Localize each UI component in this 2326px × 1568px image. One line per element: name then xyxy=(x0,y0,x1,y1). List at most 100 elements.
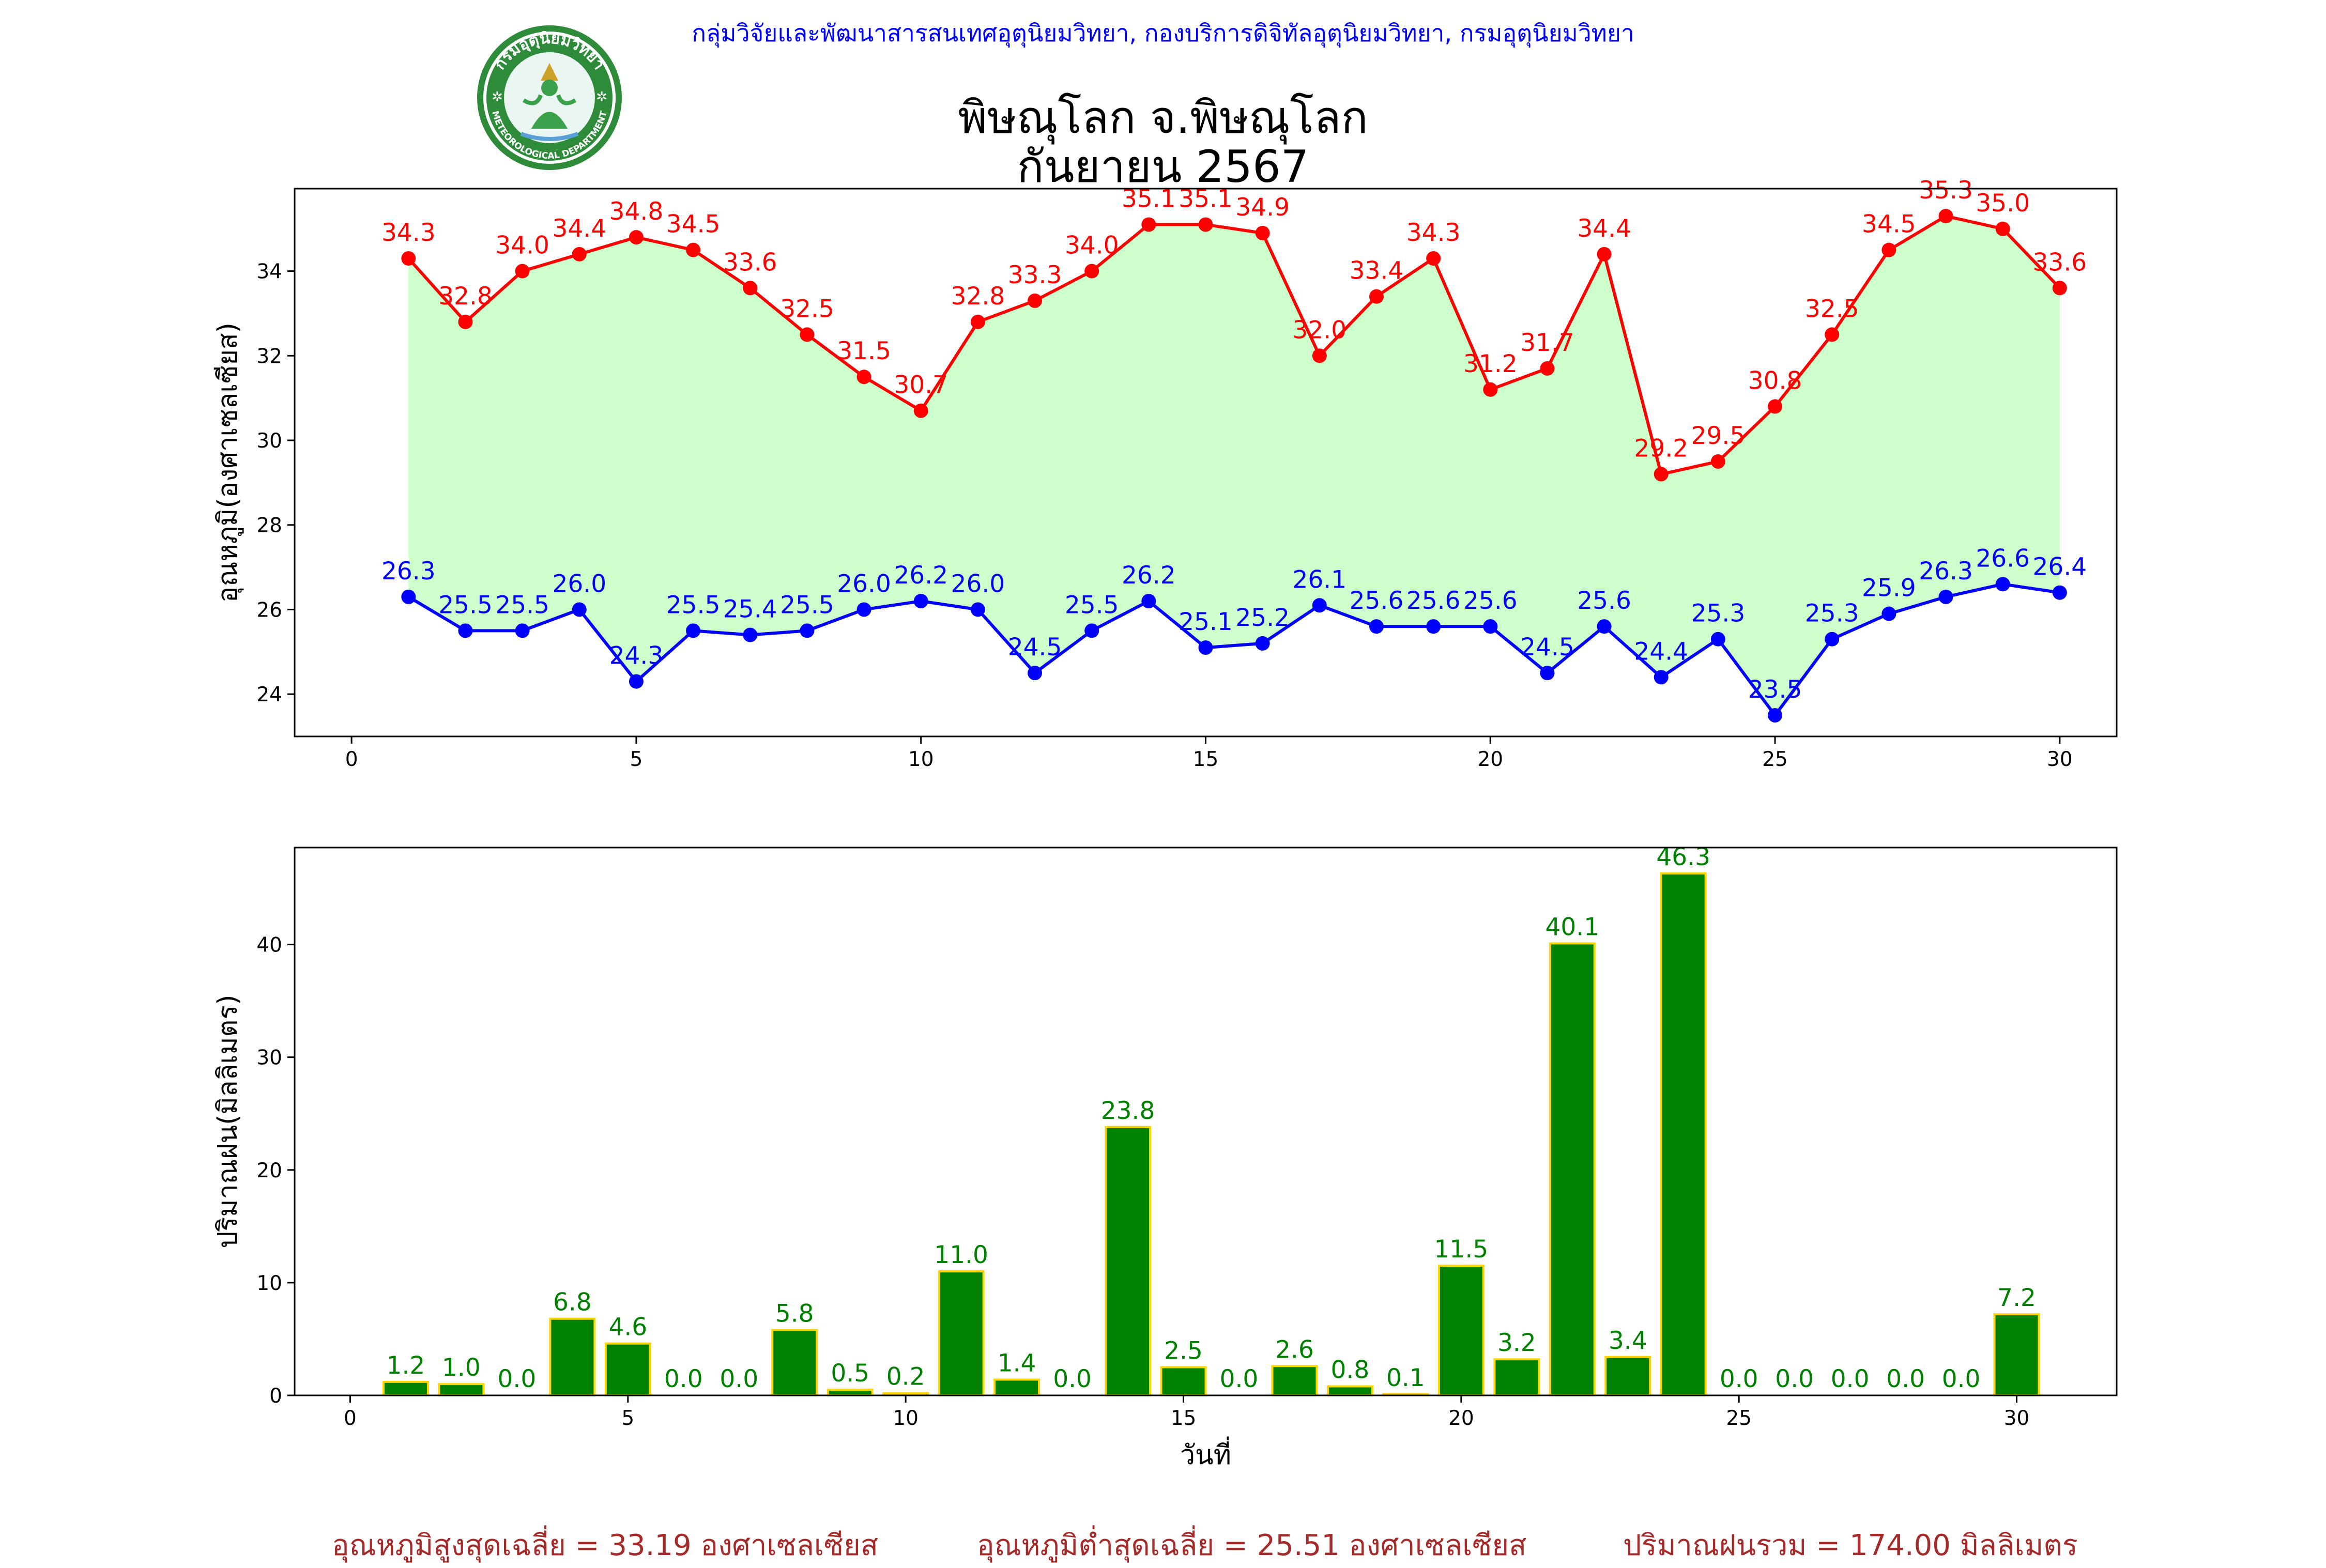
max-temperature-label: 35.1 xyxy=(1122,185,1176,213)
min-temperature-label: 25.6 xyxy=(1577,587,1631,615)
max-temperature-label: 31.5 xyxy=(837,337,891,365)
rainfall-y-axis-label: ปริมาณฝน(มิลลิเมตร) xyxy=(212,994,243,1248)
max-temperature-point xyxy=(1198,217,1213,232)
max-temperature-label: 32.8 xyxy=(438,282,493,311)
min-temperature-label: 26.3 xyxy=(1919,557,1973,586)
temperature-y-tick-label: 32 xyxy=(256,345,282,368)
rainfall-bar-label: 0.5 xyxy=(831,1359,869,1388)
max-temperature-label: 34.5 xyxy=(1862,210,1916,239)
min-temperature-point xyxy=(1825,632,1840,647)
min-temperature-point xyxy=(800,623,815,638)
min-temperature-point xyxy=(1198,640,1213,655)
temperature-x-tick-label: 5 xyxy=(630,748,643,771)
max-temperature-label: 31.7 xyxy=(1520,329,1574,357)
min-temperature-label: 26.1 xyxy=(1292,565,1346,594)
rainfall-bar xyxy=(549,1317,596,1397)
temperature-range-band xyxy=(408,216,2060,716)
max-temperature-point xyxy=(1768,399,1783,414)
temperature-x-tick-label: 0 xyxy=(345,748,358,771)
rainfall-bar-label: 0.0 xyxy=(1220,1365,1259,1393)
max-temperature-point xyxy=(629,230,644,245)
svg-text:✲: ✲ xyxy=(492,89,503,105)
min-temperature-label: 26.0 xyxy=(837,570,891,598)
rainfall-bar xyxy=(993,1378,1040,1397)
max-temperature-point xyxy=(2052,281,2067,296)
rainfall-bar-label: 0.0 xyxy=(498,1365,537,1393)
min-temperature-label: 25.6 xyxy=(1406,587,1461,615)
temperature-y-tick-label: 24 xyxy=(256,683,282,706)
rainfall-bar-label: 1.0 xyxy=(442,1354,481,1382)
min-temperature-label: 26.2 xyxy=(894,561,948,590)
max-temperature-point xyxy=(856,370,871,385)
max-temperature-point xyxy=(1084,264,1099,279)
min-temperature-label: 26.3 xyxy=(381,557,436,586)
min-temperature-point xyxy=(458,623,473,638)
rainfall-bar xyxy=(827,1389,874,1397)
min-temperature-label: 26.0 xyxy=(951,570,1005,598)
min-temperature-label: 26.4 xyxy=(2033,553,2087,581)
rainfall-bar-label: 0.0 xyxy=(1831,1365,1870,1393)
rainfall-bar xyxy=(1326,1385,1373,1397)
max-temperature-label: 32.5 xyxy=(780,295,834,323)
max-temperature-label: 35.0 xyxy=(1976,189,2030,218)
max-temperature-label: 34.8 xyxy=(609,197,664,226)
max-temperature-point xyxy=(401,251,416,266)
min-temperature-point xyxy=(1654,670,1669,685)
min-temperature-point xyxy=(1028,666,1043,681)
rainfall-bar-label: 0.0 xyxy=(664,1365,703,1393)
rainfall-bar xyxy=(938,1270,985,1396)
max-temperature-label: 32.5 xyxy=(1805,295,1859,323)
max-temperature-label: 30.7 xyxy=(894,371,948,399)
max-temperature-point xyxy=(1141,217,1156,232)
temperature-x-tick-label: 15 xyxy=(1193,748,1219,771)
min-temperature-point xyxy=(629,674,644,689)
min-temperature-label: 25.9 xyxy=(1862,574,1916,603)
temperature-chart: 34.332.834.034.434.8 34.533.632.531.530.7… xyxy=(212,176,2118,771)
min-temperature-point xyxy=(1938,589,1953,604)
rainfall-bar xyxy=(1549,942,1596,1397)
min-temperature-label: 25.3 xyxy=(1805,599,1859,628)
rainfall-bar-label: 0.8 xyxy=(1331,1356,1370,1385)
temperature-x-tick-label: 30 xyxy=(2047,748,2073,771)
min-temperature-label: 24.5 xyxy=(1008,633,1062,662)
max-temperature-label: 34.3 xyxy=(1406,219,1461,247)
rainfall-bar-label: 0.0 xyxy=(1775,1365,1814,1393)
max-temperature-label: 34.4 xyxy=(1577,214,1631,243)
rainfall-bar xyxy=(382,1380,429,1396)
max-temperature-label: 35.3 xyxy=(1919,176,1973,205)
max-temperature-point xyxy=(743,281,758,296)
min-temperature-label: 24.4 xyxy=(1634,637,1688,666)
max-temperature-point xyxy=(1881,242,1896,257)
max-temperature-point xyxy=(913,403,928,418)
min-temperature-point xyxy=(2052,585,2067,600)
min-temperature-label: 24.5 xyxy=(1520,633,1574,662)
rainfall-bar-label: 0.2 xyxy=(886,1363,925,1391)
min-temperature-label: 25.5 xyxy=(780,591,834,619)
rainfall-y-tick-label: 30 xyxy=(256,1047,282,1070)
max-temperature-point xyxy=(1938,209,1953,224)
rainfall-bar-label: 7.2 xyxy=(1997,1284,2036,1312)
min-temperature-point xyxy=(913,594,928,609)
rainfall-bar-label: 0.0 xyxy=(720,1365,758,1393)
rainfall-bar-label: 3.4 xyxy=(1609,1327,1647,1355)
rainfall-y-tick-label: 20 xyxy=(256,1159,282,1182)
rainfall-bar-label: 3.2 xyxy=(1497,1329,1536,1357)
temperature-x-tick-label: 25 xyxy=(1762,748,1788,771)
rainfall-x-tick-label: 0 xyxy=(344,1407,357,1430)
rainfall-y-tick-label: 40 xyxy=(256,934,282,957)
max-temperature-point xyxy=(572,247,587,262)
min-temperature-label: 25.5 xyxy=(495,591,549,619)
min-temperature-label: 23.5 xyxy=(1748,675,1802,704)
min-temperature-label: 26.0 xyxy=(552,570,606,598)
rainfall-bar xyxy=(1105,1126,1152,1396)
rainfall-bar-label: 6.8 xyxy=(553,1288,592,1317)
rainfall-x-tick-label: 5 xyxy=(621,1407,634,1430)
min-temperature-label: 25.6 xyxy=(1350,587,1404,615)
max-temperature-point xyxy=(1255,225,1270,240)
max-temperature-point xyxy=(1540,361,1555,376)
min-temperature-label: 25.2 xyxy=(1235,604,1290,632)
avg-max-temperature: อุณหภูมิสูงสุดเฉลี่ย = 33.19 องศาเซลเซีย… xyxy=(332,1529,879,1562)
svg-text:✲: ✲ xyxy=(596,89,607,105)
rainfall-bar xyxy=(1993,1313,2040,1396)
